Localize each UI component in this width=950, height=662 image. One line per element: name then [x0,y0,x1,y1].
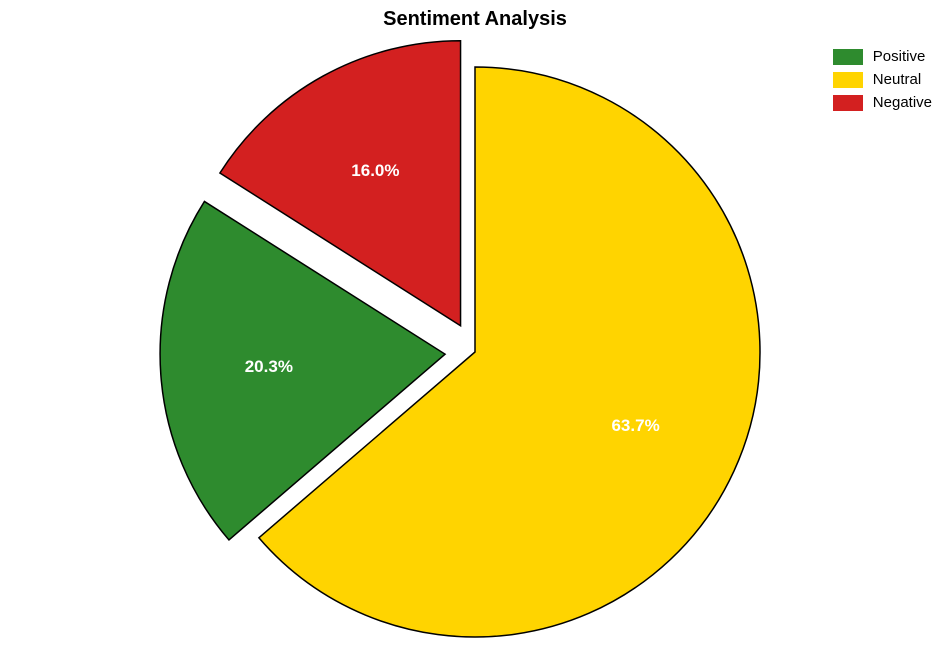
legend-label: Negative [873,94,932,111]
legend-label: Positive [873,48,926,65]
legend-item-negative: Negative [833,94,932,111]
legend-item-neutral: Neutral [833,71,932,88]
legend-swatch [833,95,863,111]
legend-label: Neutral [873,71,921,88]
legend-item-positive: Positive [833,48,932,65]
sentiment-pie-chart: Sentiment Analysis 63.7%20.3%16.0% Posit… [0,0,950,662]
slice-label-neutral: 63.7% [611,416,659,436]
slice-label-negative: 16.0% [351,161,399,181]
legend-swatch [833,72,863,88]
slice-label-positive: 20.3% [245,357,293,377]
legend-swatch [833,49,863,65]
legend: Positive Neutral Negative [833,48,932,117]
pie-svg [0,0,950,662]
